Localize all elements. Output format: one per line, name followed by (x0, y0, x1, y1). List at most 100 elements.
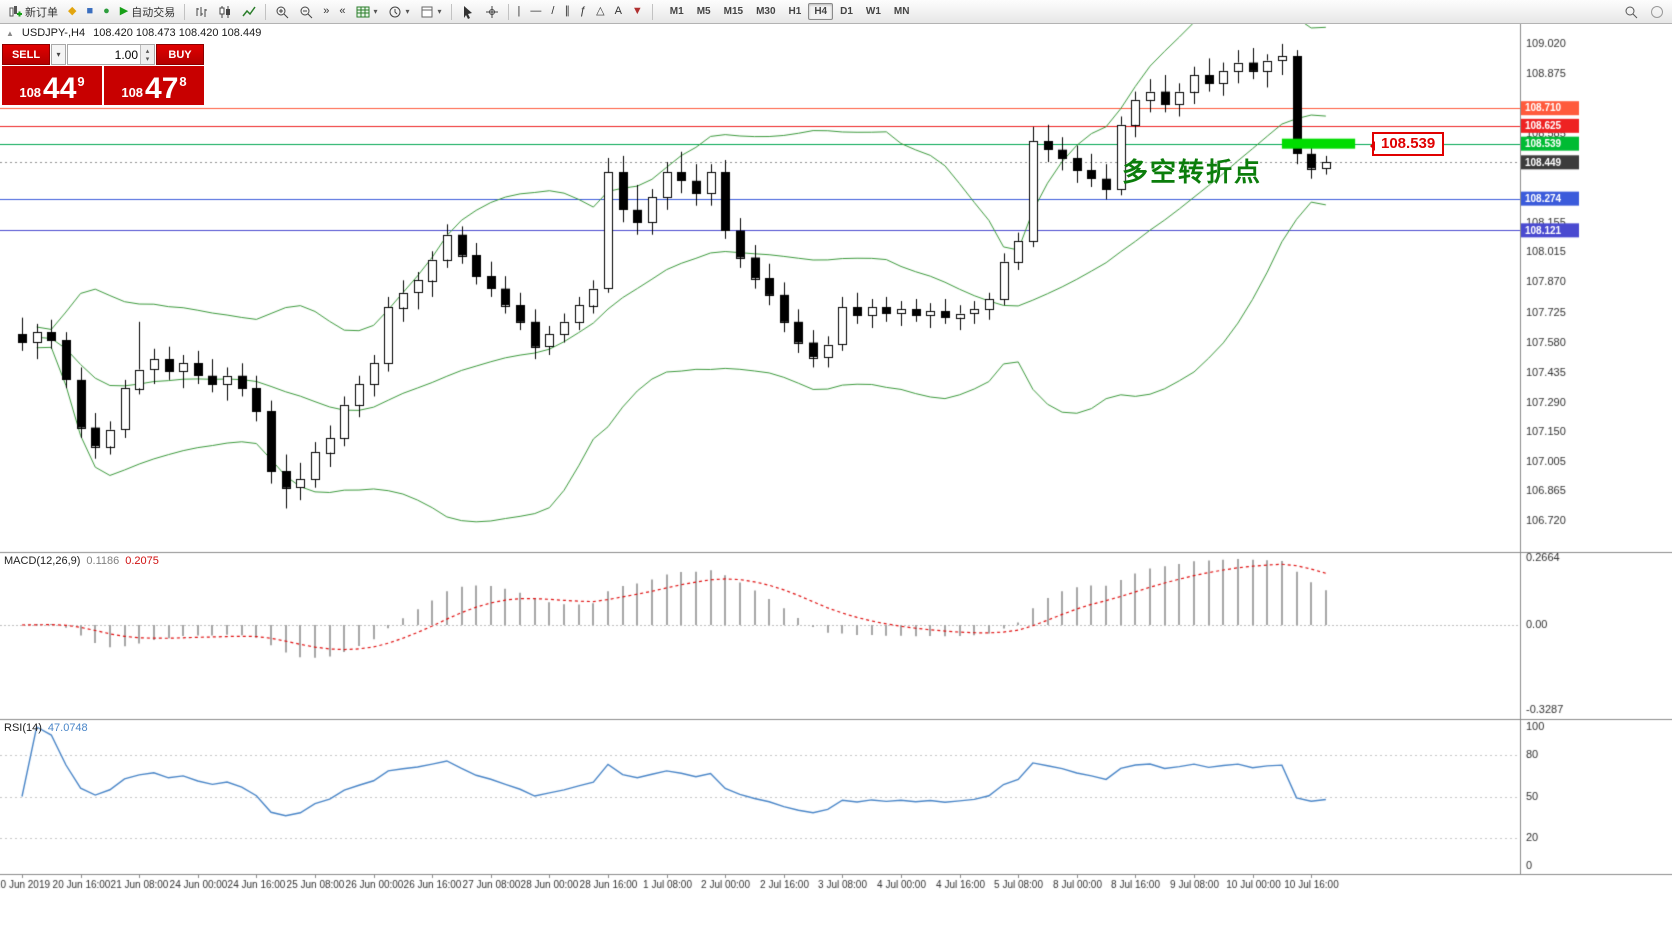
arrows-icon: ▼ (631, 5, 643, 17)
cursor-icon (461, 5, 475, 19)
search-icon (1624, 5, 1638, 19)
channel-icon: ∥ (564, 5, 570, 17)
sell-price[interactable]: 108 44 9 (2, 66, 102, 105)
data-window-icon (1650, 5, 1664, 19)
trendline-icon: / (551, 5, 555, 17)
sell-price-sup: 9 (77, 74, 85, 89)
auto-trading-play-icon: ▶ (119, 5, 129, 17)
chart-shift-icon: « (339, 5, 346, 17)
timeframe-w1[interactable]: W1 (860, 3, 887, 20)
timeframe-h1[interactable]: H1 (783, 3, 808, 20)
text-label-button[interactable]: A (611, 2, 626, 22)
new-order-button[interactable]: 新订单 (4, 2, 62, 22)
timeframe-toolbar: M1 M5 M15 M30 H1 H4 D1 W1 MN (664, 3, 916, 20)
macd-label: MACD(12,26,9) 0.1186 0.2075 (4, 555, 159, 567)
chart-area: ▲ USDJPY-,H4 108.420 108.473 108.420 108… (0, 24, 1672, 945)
horizontal-line-button[interactable]: — (526, 2, 545, 22)
rsi-label: RSI(14) 47.0748 (4, 722, 88, 734)
market-button[interactable]: ◆ (64, 2, 80, 22)
rsi-name: RSI(14) (4, 722, 42, 734)
periods-dropdown-button[interactable]: ▾ (384, 2, 414, 22)
stepper-down-icon[interactable]: ▾ (145, 55, 150, 63)
rsi-value: 47.0748 (47, 722, 88, 734)
dropdown-arrow-icon: ▾ (373, 7, 378, 16)
stepper-up-icon[interactable]: ▴ (145, 47, 150, 55)
symbol-marker-icon[interactable]: ▲ (6, 28, 14, 38)
trade-controls-row: SELL ▾ ▴▾ BUY (2, 44, 204, 65)
macd-main-value: 0.1186 (86, 555, 120, 567)
macd-signal-value: 0.2075 (125, 555, 159, 567)
shapes-button[interactable]: △ (592, 2, 608, 22)
one-click-trading-panel: SELL ▾ ▴▾ BUY 108 44 9 108 47 8 (2, 44, 204, 105)
buy-button[interactable]: BUY (156, 44, 204, 65)
candlestick-chart-button[interactable] (214, 2, 236, 22)
community-button[interactable]: ● (99, 2, 114, 22)
timeframe-m5[interactable]: M5 (691, 3, 717, 20)
line-chart-icon (242, 5, 256, 19)
auto-scroll-button[interactable]: » (319, 2, 333, 22)
buy-price-sup: 8 (179, 74, 187, 89)
periods-icon (388, 5, 402, 19)
charts-icon: ■ (86, 5, 94, 17)
auto-trading-label: 自动交易 (131, 6, 176, 19)
community-icon: ● (103, 5, 110, 17)
buy-price-prefix: 108 (121, 85, 144, 100)
volume-box: ▴▾ (67, 44, 155, 65)
bar-chart-button[interactable] (190, 2, 212, 22)
order-options-dropdown[interactable]: ▾ (51, 44, 66, 65)
chart-annotation-text[interactable]: 多空转折点 (1122, 157, 1263, 187)
crosshair-button[interactable] (481, 2, 503, 22)
chart-shift-button[interactable]: « (335, 2, 349, 22)
chart-canvas[interactable] (0, 24, 1672, 945)
zoom-in-icon (275, 5, 289, 19)
auto-trading-button[interactable]: ▶ 自动交易 (116, 2, 179, 22)
arrow-objects-button[interactable]: ▼ (628, 2, 647, 22)
templates-button[interactable]: ▾ (416, 2, 446, 22)
chart-ohlc: 108.420 108.473 108.420 108.449 (93, 27, 262, 39)
timeframe-m15[interactable]: M15 (718, 3, 749, 20)
sell-button[interactable]: SELL (2, 44, 50, 65)
macd-name: MACD(12,26,9) (4, 555, 81, 567)
sell-price-big: 44 (43, 72, 77, 105)
channel-button[interactable]: ∥ (560, 2, 574, 22)
volume-stepper[interactable]: ▴ ▾ (140, 45, 154, 64)
timeframe-m30[interactable]: M30 (750, 3, 781, 20)
toolbar-separator (450, 3, 452, 20)
trendline-button[interactable]: / (547, 2, 558, 22)
fibonacci-button[interactable]: ƒ (576, 2, 590, 22)
new-order-icon (8, 5, 22, 19)
volume-input[interactable] (68, 45, 140, 64)
buy-price[interactable]: 108 47 8 (104, 66, 204, 105)
line-chart-button[interactable] (238, 2, 260, 22)
vertical-line-icon: | (517, 5, 521, 17)
timeframe-d1[interactable]: D1 (834, 3, 859, 20)
zoom-out-icon (299, 5, 313, 19)
indicators-button[interactable]: ▾ (352, 2, 382, 22)
horizontal-line-icon: — (530, 5, 542, 17)
toolbar-right-group (1620, 2, 1668, 22)
toolbar-separator (184, 3, 186, 20)
new-order-label: 新订单 (25, 6, 58, 19)
charts-window-button[interactable]: ■ (82, 2, 97, 22)
templates-icon (420, 5, 434, 19)
data-window-button[interactable] (1646, 2, 1668, 22)
price-callout-label[interactable]: 108.539 (1369, 131, 1445, 156)
indicators-icon (356, 5, 370, 19)
vertical-line-button[interactable]: | (514, 2, 525, 22)
zoom-out-button[interactable] (295, 2, 317, 22)
main-toolbar: 新订单 ◆ ■ ● ▶ 自动交易 » « ▾ ▾ ▾ | — / (0, 0, 1672, 24)
toolbar-separator (265, 3, 267, 20)
dropdown-arrow-icon: ▾ (437, 7, 442, 16)
search-button[interactable] (1620, 2, 1642, 22)
bar-chart-icon (194, 5, 208, 19)
dropdown-arrow-icon: ▾ (405, 7, 410, 16)
timeframe-mn[interactable]: MN (888, 3, 916, 20)
crosshair-icon (485, 5, 499, 19)
cursor-button[interactable] (457, 2, 479, 22)
fibonacci-icon: ƒ (579, 5, 587, 17)
market-icon: ◆ (68, 5, 77, 17)
timeframe-m1[interactable]: M1 (664, 3, 690, 20)
timeframe-h4[interactable]: H4 (808, 3, 834, 20)
zoom-in-button[interactable] (271, 2, 293, 22)
candlestick-icon (218, 5, 232, 19)
